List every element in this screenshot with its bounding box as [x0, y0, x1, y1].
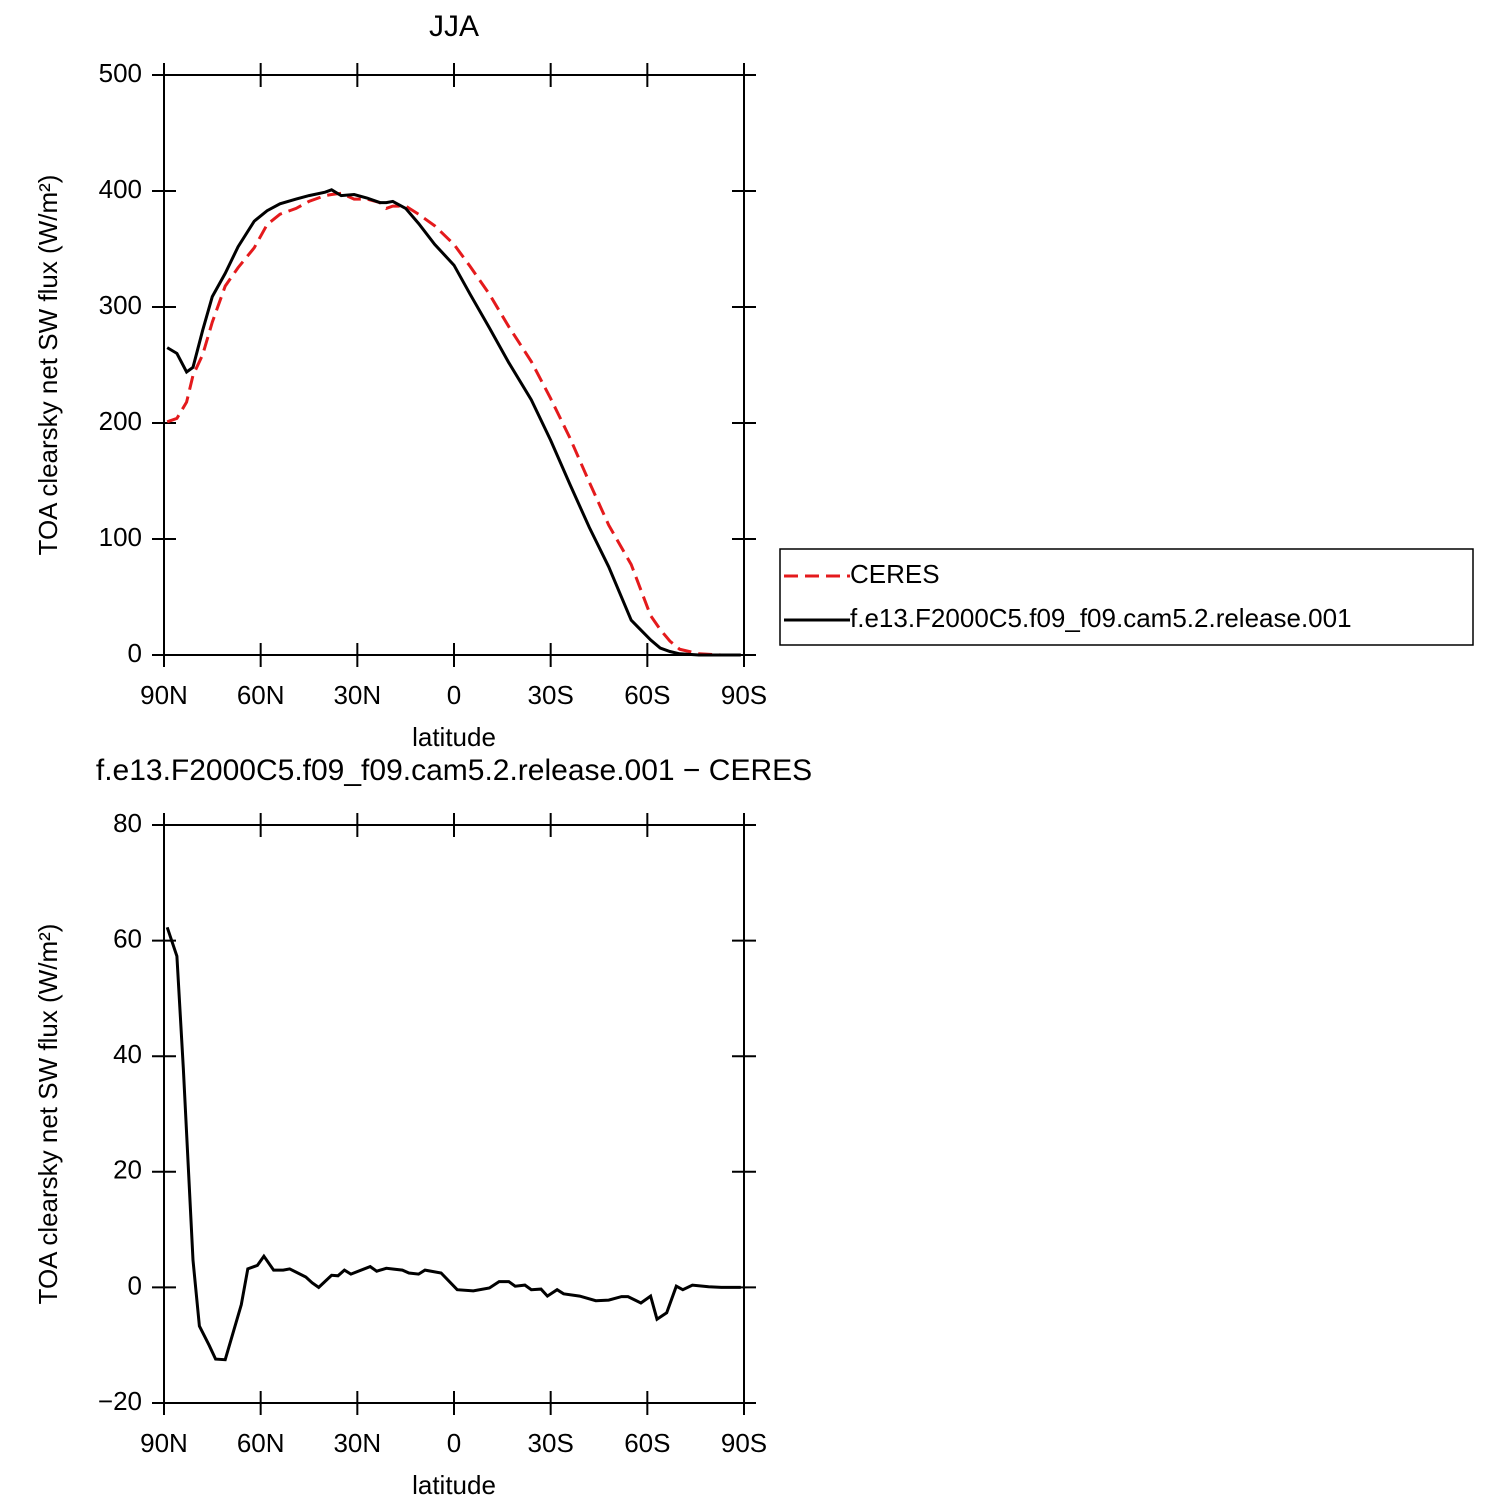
y-tick-label: 0: [128, 638, 142, 668]
x-axis-label: latitude: [412, 1470, 496, 1500]
legend-label: CERES: [850, 559, 940, 589]
y-tick-label: 300: [99, 290, 142, 320]
legend-box: [779, 548, 1474, 646]
x-tick-label: 90N: [140, 680, 188, 710]
x-tick-label: 0: [447, 1428, 461, 1458]
y-tick-label: 100: [99, 522, 142, 552]
y-tick-label: 20: [113, 1155, 142, 1185]
chart-title: JJA: [429, 10, 479, 43]
chart-title: f.e13.F2000C5.f09_f09.cam5.2.release.001…: [96, 754, 812, 787]
x-tick-label: 90N: [140, 1428, 188, 1458]
data-line: [166, 191, 741, 657]
y-tick-label: 0: [128, 1270, 142, 1300]
x-tick-label: 30S: [528, 680, 574, 710]
y-tick-label: 500: [99, 58, 142, 88]
data-line: [165, 926, 741, 1362]
x-tick-label: 60S: [624, 1428, 670, 1458]
legend: CERES f.e13.F2000C5.f09_f09.cam5.2.releas…: [779, 548, 1474, 646]
x-axis-label: latitude: [412, 722, 496, 752]
y-axis-label: TOA clearsky net SW flux (W/m²): [33, 175, 63, 556]
y-tick-label: 200: [99, 406, 142, 436]
x-tick-label: 30N: [333, 1428, 381, 1458]
x-tick-label: 90S: [721, 680, 767, 710]
legend-label: f.e13.F2000C5.f09_f09.cam5.2.release.001: [850, 603, 1352, 633]
x-tick-label: 90S: [721, 1428, 767, 1458]
y-axis-label: TOA clearsky net SW flux (W/m²): [33, 924, 63, 1305]
x-tick-label: 60S: [624, 680, 670, 710]
plot-frame: [163, 74, 745, 656]
y-tick-label: 60: [113, 923, 142, 953]
data-line: [166, 188, 741, 657]
x-tick-label: 30S: [528, 1428, 574, 1458]
x-tick-label: 0: [447, 680, 461, 710]
y-tick-label: 40: [113, 1039, 142, 1069]
x-tick-label: 60N: [237, 1428, 285, 1458]
y-tick-label: 80: [113, 808, 142, 838]
plot-frame: [163, 824, 745, 1404]
x-tick-label: 60N: [237, 680, 285, 710]
x-tick-label: 30N: [333, 680, 381, 710]
y-tick-label: −20: [98, 1386, 142, 1416]
y-tick-label: 400: [99, 174, 142, 204]
